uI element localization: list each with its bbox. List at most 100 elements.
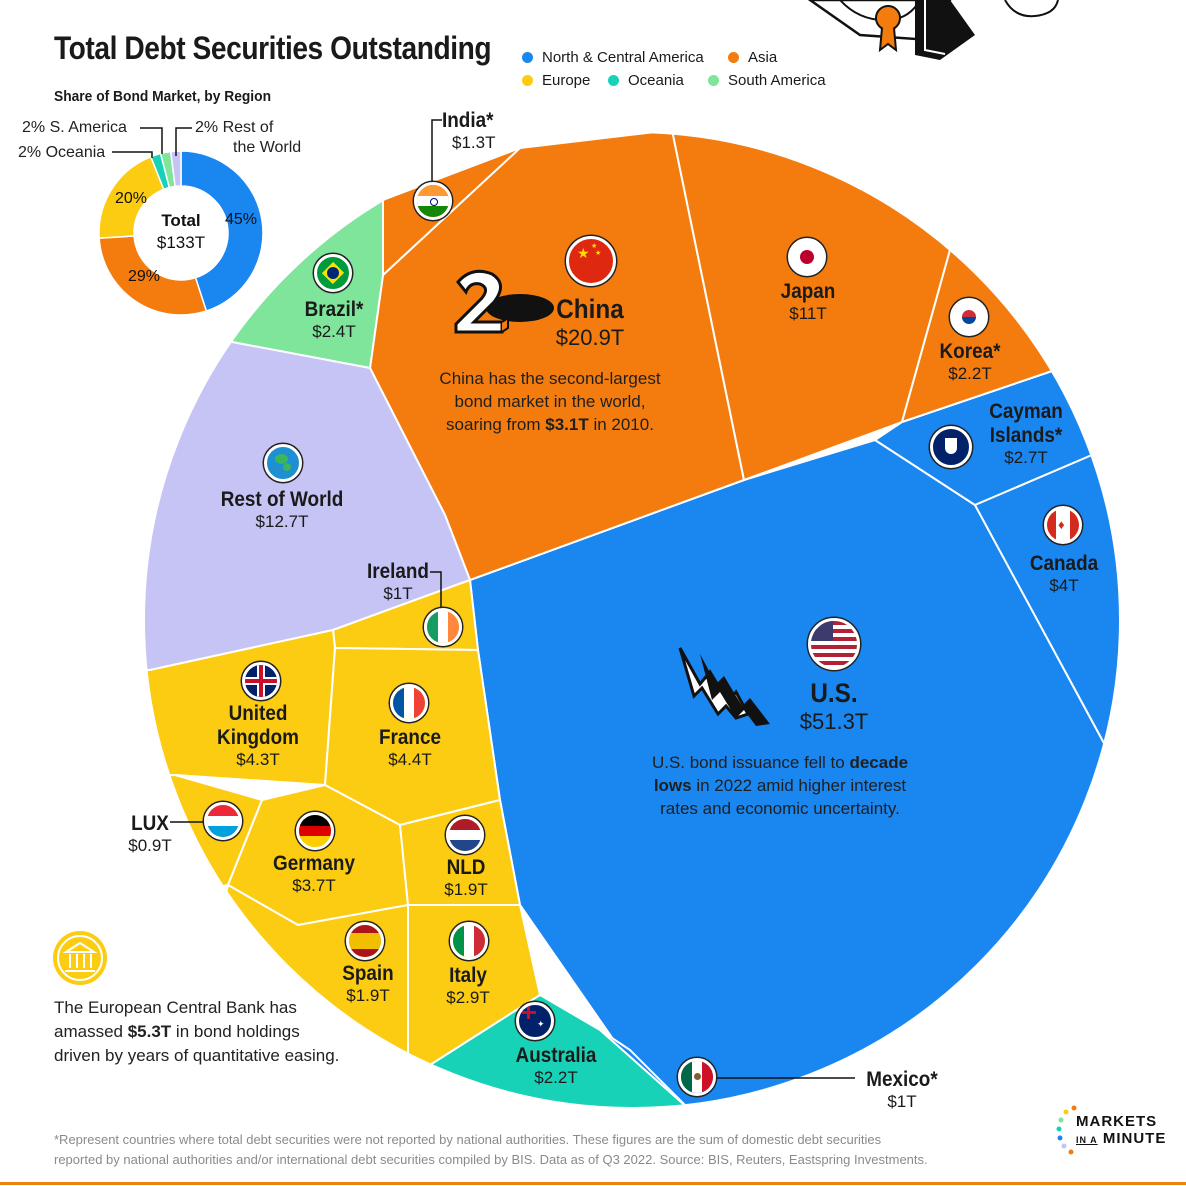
label-japan-value: $11T (789, 304, 827, 324)
callout-line-india (431, 119, 442, 186)
china-flag-icon: ★ ★ ★ (566, 236, 616, 286)
cayman-flag-icon (930, 426, 972, 468)
label-india-name: India* (442, 109, 494, 132)
legend-swatch (728, 52, 739, 63)
label-canada-name: Canada (1029, 552, 1099, 575)
legend-item-oceania: Oceania (608, 72, 684, 89)
note-ecb-line3: driven by years of quantitative easing. (54, 1045, 340, 1065)
note-china-line3-c: in 2010. (588, 414, 654, 434)
label-mexico-name: Mexico* (866, 1068, 938, 1091)
markets-in-a-minute-logo: MARKETS IN A MINUTE (1056, 1100, 1180, 1160)
label-italy: Italy $2.9T (418, 964, 518, 1008)
label-germany-name: Germany (273, 852, 355, 875)
number-two-illustration (454, 269, 554, 334)
legend-item-south-america: South America (708, 72, 826, 89)
label-france-name: France (379, 726, 441, 749)
logo-line3-text: MINUTE (1102, 1129, 1167, 1147)
donut-slice-asia (98, 235, 208, 316)
label-spain-name: Spain (342, 962, 394, 985)
donut-pct-europe: 20% (115, 190, 147, 207)
legend-swatch (708, 75, 719, 86)
label-uk-name1: United (228, 702, 288, 725)
label-spain-value: $1.9T (346, 986, 390, 1006)
donut-label-oceania: 2% Oceania (18, 144, 106, 161)
donut-total-value: $133T (157, 233, 205, 252)
falling-chart-illustration (678, 647, 770, 726)
label-italy-value: $2.9T (446, 988, 490, 1008)
label-lux-name: LUX (131, 812, 169, 835)
label-nld-value: $1.9T (444, 880, 488, 900)
canada-flag-icon: ♦ (1044, 506, 1082, 544)
donut-callout-lines (112, 127, 192, 158)
legend-label: Asia (748, 49, 778, 66)
label-australia: Australia $2.2T (500, 1044, 612, 1088)
label-uk-value: $4.3T (236, 750, 280, 770)
uk-flag-icon (242, 662, 280, 700)
logo-text: MARKETS IN A MINUTE (1076, 1113, 1167, 1148)
label-india-value: $1.3T (452, 133, 496, 153)
note-us-line2-a: lows (653, 775, 692, 795)
label-australia-name: Australia (515, 1044, 597, 1067)
label-brazil: Brazil* $2.4T (284, 298, 384, 342)
label-ireland: Ireland $1T (348, 560, 448, 604)
note-us-line2: lows in 2022 amid higher interest (630, 775, 930, 798)
note-us-line3: rates and economic uncertainty. (660, 798, 900, 818)
label-cayman-name2: Islands* (989, 424, 1063, 448)
label-lux: LUX $0.9T (122, 812, 178, 856)
footnote-line2: reported by national authorities and/or … (54, 1151, 928, 1167)
note-ecb-line2-a: amassed (54, 1021, 128, 1041)
page-title: Total Debt Securities Outstanding (54, 30, 492, 66)
us-flag-icon (808, 618, 860, 670)
label-lux-value: $0.9T (128, 836, 172, 856)
label-korea: Korea* $2.2T (920, 340, 1020, 384)
note-china-line3-a: soaring from (446, 414, 546, 434)
note-ecb-line1: The European Central Bank has (54, 998, 297, 1017)
note-us-line1-b: decade (849, 753, 909, 772)
label-canada: Canada $4T (1014, 552, 1114, 596)
region-share-donut: Total $133T 45% 29% 20% (98, 150, 264, 316)
certificate-illustration (807, 0, 1059, 60)
note-china-line2: bond market in the world, (454, 391, 646, 411)
label-china-name: China (556, 294, 624, 324)
label-nld: NLD $1.9T (416, 856, 516, 900)
donut-subtitle: Share of Bond Market, by Region (54, 88, 272, 105)
bottom-rule (0, 1182, 1186, 1185)
note-us-line1-a: U.S. bond issuance fell to (651, 753, 850, 772)
label-rest-of-world: Rest of World $12.7T (202, 488, 362, 532)
label-korea-name: Korea* (939, 340, 1001, 363)
legend-item-north-central-america: North & Central America (522, 49, 704, 66)
legend-swatch (608, 75, 619, 86)
footnote: *Represent countries where total debt se… (54, 1130, 994, 1169)
donut-pct-asia: 29% (128, 268, 160, 285)
note-china-line3-b: $3.1T (545, 414, 589, 434)
note-ecb-line2-b: $5.3T (127, 1021, 172, 1041)
label-australia-value: $2.2T (534, 1068, 578, 1088)
france-flag-icon (390, 684, 428, 722)
label-brazil-value: $2.4T (312, 322, 356, 342)
brazil-flag-icon (314, 254, 352, 292)
mexico-flag-icon (678, 1058, 716, 1096)
label-uk: United Kingdom $4.3T (208, 702, 308, 770)
label-germany-value: $3.7T (292, 876, 336, 896)
legend-label: Europe (542, 72, 591, 89)
label-uk-name2: Kingdom (217, 726, 299, 750)
donut-slice-north-central-america (180, 150, 264, 312)
label-canada-value: $4T (1049, 576, 1079, 596)
note-china: China has the second-largest bond market… (410, 368, 690, 437)
footnote-line1: *Represent countries where total debt se… (54, 1132, 882, 1147)
label-mexico-value: $1T (887, 1092, 917, 1112)
india-flag-icon (414, 182, 452, 220)
label-japan: Japan $11T (758, 280, 858, 324)
donut-label-row-1: 2% Rest of (195, 119, 274, 136)
logo-line2: IN A MINUTE (1076, 1129, 1167, 1148)
donut-label-s-america: 2% S. America (22, 119, 127, 136)
donut-pct-na: 45% (225, 211, 257, 228)
globe-icon (264, 444, 302, 482)
label-us-value: $51.3T (799, 709, 869, 735)
legend-label: North & Central America (542, 49, 704, 66)
label-india: India* $1.3T (442, 109, 499, 153)
note-ecb: The European Central Bank has amassed $5… (54, 996, 339, 1067)
label-china-value: $20.9T (555, 325, 625, 351)
label-rest-of-world-name: Rest of World (220, 488, 344, 511)
label-ireland-value: $1T (383, 584, 413, 604)
